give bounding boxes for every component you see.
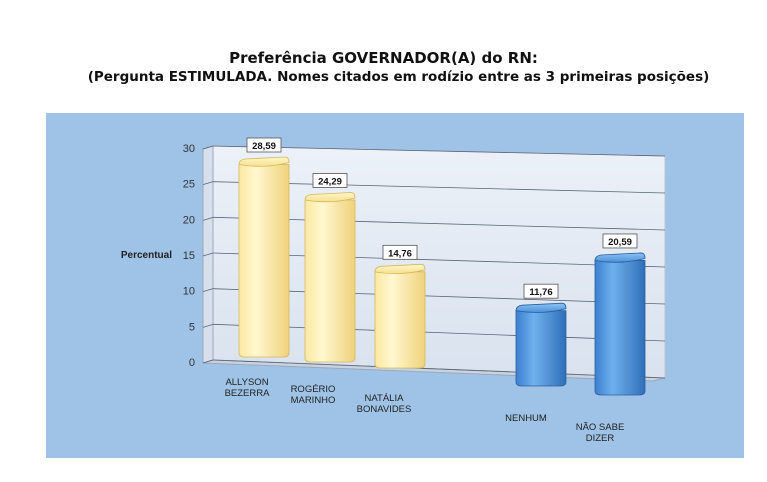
bar	[374, 271, 426, 369]
bars: 28,59 24,29 14,76 11,76 20,59	[238, 137, 646, 396]
bar	[515, 310, 567, 387]
y-axis-label: Percentual	[121, 250, 172, 261]
bar	[304, 199, 356, 363]
gridline-side	[202, 252, 214, 257]
gridline-side	[202, 288, 214, 293]
x-tick-label: NÃO SABE DIZER	[576, 422, 625, 444]
y-tick-label: 5	[189, 321, 195, 333]
data-label-box	[312, 173, 348, 188]
data-label: 11,76	[529, 287, 552, 298]
gridline-side	[202, 359, 214, 364]
bar-top	[374, 263, 426, 275]
x-tick-label: ALLYSON BEZERRA	[225, 377, 271, 399]
chart-title-block: Preferência GOVERNADOR(A) do RN: (Pergun…	[0, 48, 767, 87]
gridline	[212, 145, 666, 157]
x-tick-label: ROGÉRIO MARINHO	[291, 384, 336, 406]
gridline-side	[202, 216, 214, 221]
y-tick-label: 20	[183, 214, 195, 226]
gridline	[212, 359, 666, 379]
data-label: 24,29	[318, 176, 342, 187]
bar	[594, 260, 646, 396]
data-label-box	[382, 244, 418, 260]
gridline-side	[202, 181, 214, 186]
bar-top	[515, 302, 567, 313]
y-tick-label: 0	[189, 357, 195, 369]
data-label: 20,59	[608, 237, 632, 248]
bar	[238, 164, 290, 358]
bar-top	[594, 252, 646, 263]
gridline-side	[202, 323, 214, 328]
y-tick-label: 15	[183, 250, 195, 262]
data-label-box	[523, 283, 559, 299]
y-tick-label: 10	[183, 286, 195, 298]
gridline-side	[202, 145, 214, 150]
x-tick-label: NENHUM	[505, 413, 547, 424]
x-tick-label: NATÁLIA BONAVIDES	[357, 393, 412, 415]
data-label: 28,59	[252, 141, 276, 152]
data-label: 14,76	[388, 248, 412, 259]
data-label-box	[246, 137, 282, 153]
bar-top	[304, 192, 356, 203]
y-tick-label: 30	[183, 143, 195, 155]
chart-subtitle: (Pergunta ESTIMULADA. Nomes citados em r…	[87, 69, 710, 85]
bar-top	[238, 156, 290, 167]
chart-title: Preferência GOVERNADOR(A) do RN:	[229, 49, 538, 67]
y-tick-label: 25	[183, 179, 195, 191]
x-axis: ALLYSON BEZERRA ROGÉRIO MARINHO NATÁLIA BONAV…	[225, 377, 625, 444]
data-label-box	[602, 233, 638, 249]
